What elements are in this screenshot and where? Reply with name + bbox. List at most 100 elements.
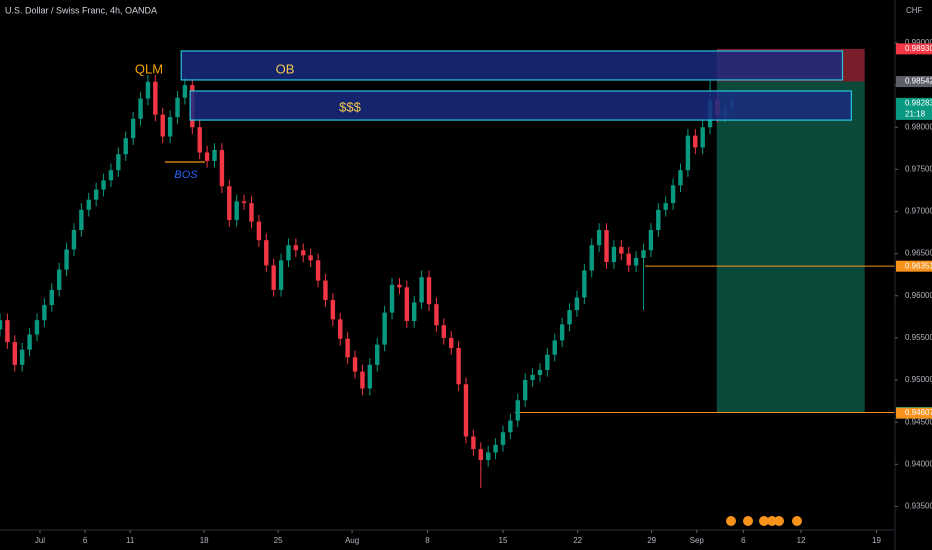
- candle-body: [567, 310, 572, 325]
- event-icon[interactable]: [759, 516, 769, 526]
- candle-body: [441, 325, 447, 338]
- candle-body: [559, 324, 565, 341]
- candle-body: [537, 369, 543, 375]
- candle-body: [138, 98, 143, 119]
- candle-body: [264, 240, 269, 266]
- candle-body: [611, 246, 617, 263]
- candle-body: [367, 364, 373, 389]
- price-label: 0.98283: [905, 98, 932, 107]
- y-tick-label: 0.96500: [905, 249, 932, 258]
- y-tick-label: 0.95500: [905, 333, 932, 342]
- candle-body: [108, 170, 114, 181]
- candle-body: [522, 380, 528, 401]
- annotation: OB: [276, 61, 295, 76]
- price-label-box: [896, 260, 932, 272]
- candle-body: [219, 149, 225, 187]
- candle-body: [64, 249, 69, 270]
- candle-body: [12, 342, 17, 365]
- price-label: 0.94607: [905, 408, 932, 417]
- candle-body: [145, 81, 151, 99]
- event-icon[interactable]: [767, 516, 777, 526]
- candle-body: [71, 230, 77, 250]
- candle-body: [397, 284, 402, 288]
- candle-body: [404, 287, 410, 322]
- x-tick-label: 25: [274, 536, 283, 545]
- candle-body: [42, 305, 47, 321]
- candle-body: [596, 230, 602, 246]
- price-label-box: [896, 97, 932, 120]
- x-tick-label: Sep: [690, 536, 705, 545]
- candle-body: [471, 436, 476, 450]
- candle-body: [360, 371, 365, 389]
- candle-body: [330, 299, 336, 320]
- y-tick-label: 0.97000: [905, 207, 932, 216]
- plot-area: [0, 48, 895, 488]
- candle-body: [182, 85, 188, 98]
- event-icon[interactable]: [743, 516, 753, 526]
- candle-body: [485, 452, 491, 461]
- candle-body: [619, 246, 624, 254]
- candle-body: [101, 180, 106, 190]
- y-tick-label: 0.94500: [905, 417, 932, 426]
- candle-body: [27, 334, 32, 350]
- candle-body: [197, 127, 202, 153]
- candle-body: [656, 209, 661, 231]
- zone: [189, 90, 852, 121]
- currency: CHF: [906, 6, 923, 15]
- event-icon[interactable]: [792, 516, 802, 526]
- candle-body: [545, 354, 550, 370]
- price-label: 0.98542: [905, 77, 932, 86]
- candle-body: [448, 337, 454, 348]
- candle-body: [670, 185, 676, 204]
- y-tick-label: 0.99000: [905, 38, 932, 47]
- candle-body: [315, 260, 321, 281]
- y-tick-label: 0.94000: [905, 459, 932, 468]
- annotation: BOS: [174, 169, 198, 181]
- candle-body: [249, 203, 254, 222]
- x-tick-label: 8: [425, 536, 430, 545]
- candle-body: [419, 277, 424, 303]
- candle-body: [308, 255, 313, 261]
- candle-body: [5, 320, 10, 343]
- candle-body: [515, 400, 520, 421]
- candle-body: [160, 114, 165, 137]
- candle-body: [678, 170, 683, 186]
- event-icon[interactable]: [726, 516, 736, 526]
- x-tick-label: Jul: [35, 536, 45, 545]
- candle-body: [79, 209, 84, 231]
- candle-body: [412, 302, 417, 322]
- x-tick-label: Aug: [345, 536, 359, 545]
- candle-body: [685, 135, 691, 171]
- candle-body: [34, 320, 40, 335]
- candle-body: [426, 277, 432, 305]
- countdown: 21:18: [905, 109, 926, 118]
- price-label-box: [896, 76, 932, 88]
- candle-body: [375, 344, 380, 365]
- y-tick-label: 0.97500: [905, 164, 932, 173]
- candle-body: [604, 230, 609, 263]
- candle-body: [508, 420, 513, 433]
- y-tick-label: 0.95000: [905, 375, 932, 384]
- candle-body: [19, 349, 25, 365]
- candle-body: [552, 340, 557, 355]
- x-tick-label: 22: [573, 536, 582, 545]
- candle-body: [352, 357, 358, 372]
- x-tick-label: 19: [872, 536, 881, 545]
- x-tick-label: 6: [741, 536, 746, 545]
- event-icon[interactable]: [774, 516, 784, 526]
- chart-title: U.S. Dollar / Swiss Franc, 4h, OANDA: [5, 5, 157, 15]
- y-tick-label: 0.98000: [905, 122, 932, 131]
- candle-body: [241, 201, 247, 204]
- candle-body: [633, 257, 639, 266]
- candle-body: [204, 152, 210, 161]
- price-label-box: [896, 407, 932, 419]
- candle-body: [582, 270, 587, 298]
- x-tick-label: 12: [797, 536, 806, 545]
- candle-body: [493, 444, 498, 453]
- candle-body: [123, 138, 128, 155]
- candle-body: [0, 320, 3, 330]
- y-tick-label: 0.96000: [905, 291, 932, 300]
- candle-body: [345, 338, 350, 358]
- x-tick-label: 29: [647, 536, 656, 545]
